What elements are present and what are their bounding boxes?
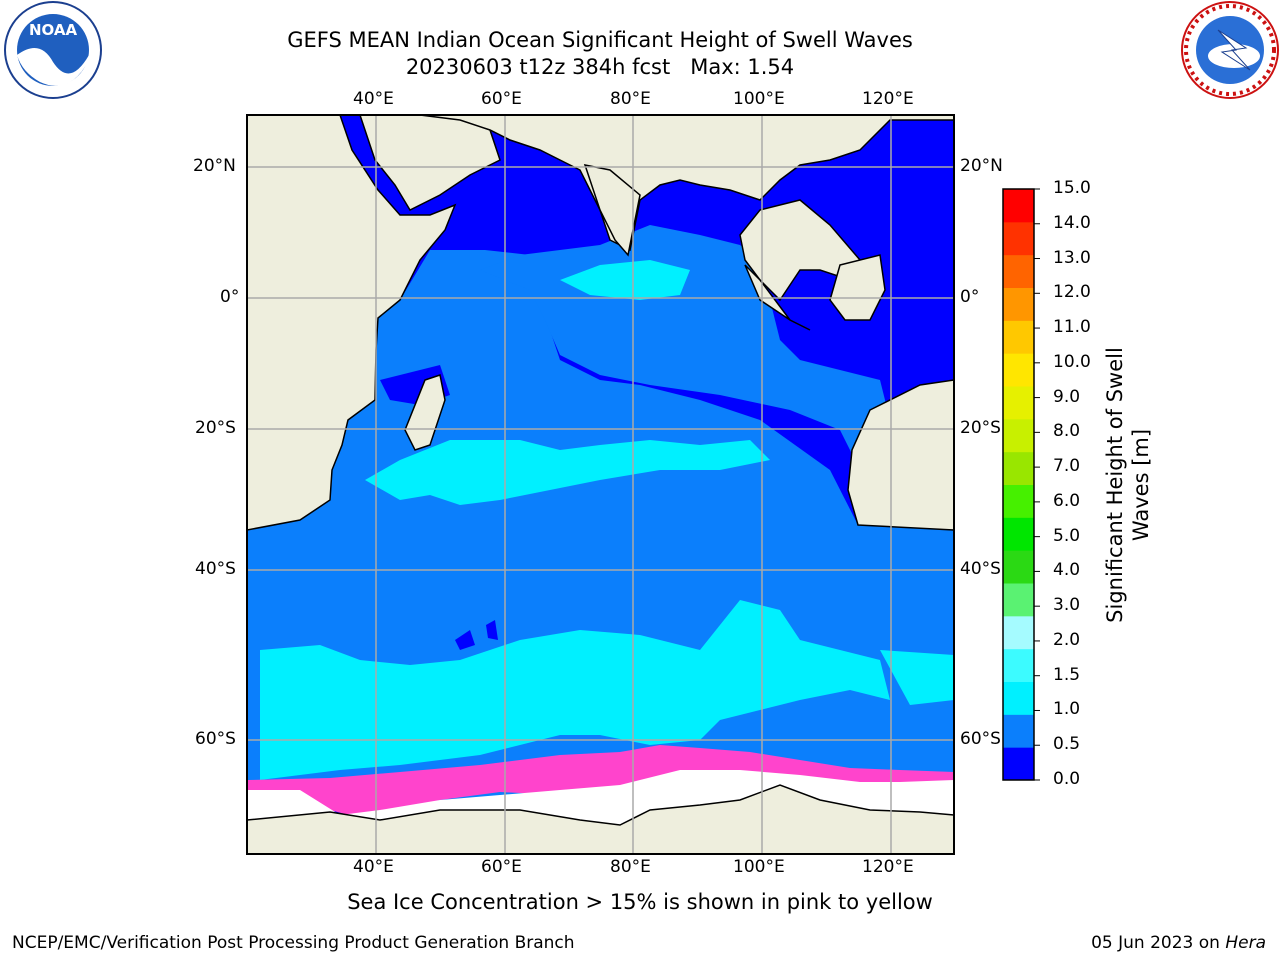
lat-tick-left: 20°S [195,418,236,438]
map-title: GEFS MEAN Indian Ocean Significant Heigh… [287,28,913,52]
lat-tick-right: 0° [960,287,980,307]
colorbar-label: Significant Height of Swell Waves [m] [1102,315,1154,655]
map-area [247,115,954,854]
colorbar-segment [1003,353,1034,387]
lon-tick-top: 80°E [610,89,651,109]
date-text: 05 Jun 2023 on Hera [1091,933,1266,953]
map-frame [246,114,955,855]
colorbar-tick-label: 11.0 [1053,317,1091,338]
lon-tick-top: 120°E [862,89,914,109]
colorbar-tick-label: 12.0 [1053,282,1091,303]
lon-tick-bottom: 80°E [610,857,651,877]
sea-ice-edge [248,745,954,818]
lon-tick-bottom: 40°E [353,857,394,877]
lat-tick-left: 40°S [195,559,236,579]
colorbar-segment [1003,517,1034,551]
lon-tick-bottom: 60°E [481,857,522,877]
credit-text: NCEP/EMC/Verification Post Processing Pr… [12,933,575,953]
lat-tick-right: 60°S [960,729,1001,749]
colorbar-segment [1003,254,1034,288]
indochina [739,199,861,302]
colorbar-segment [1003,386,1034,420]
colorbar-segment [1003,550,1034,584]
lat-tick-right: 20°N [960,156,1003,176]
colorbar-tick-label: 7.0 [1053,456,1081,477]
colorbar [1003,188,1040,781]
colorbar-frame [1002,188,1035,781]
colorbar-label-line1: Significant Height of Swell [1103,347,1127,623]
colorbar-segment [1003,714,1034,748]
lat-tick-left: 20°N [193,156,236,176]
high-swell-regions [260,440,954,780]
lon-tick-top: 40°E [353,89,394,109]
colorbar-tick-label: 9.0 [1053,386,1081,407]
date-value: 05 Jun 2023 on [1091,933,1220,953]
colorbar-tick-label: 1.5 [1053,664,1081,685]
colorbar-tick-label: 6.0 [1053,490,1081,511]
antarctica [247,784,954,854]
sumatra [744,264,811,331]
land-masses [247,115,954,854]
colorbar-segment [1003,583,1034,617]
lat-tick-right: 40°S [960,559,1001,579]
colorbar-tick-label: 14.0 [1053,212,1091,233]
colorbar-segment [1003,681,1034,715]
graticule [247,115,954,854]
india [583,164,641,257]
colorbar-segment [1003,320,1034,354]
colorbar-segment [1003,189,1034,223]
colorbar-tick-label: 1.0 [1053,699,1081,720]
map-caption: Sea Ice Concentration > 15% is shown in … [347,890,933,914]
colorbar-segment [1003,418,1034,453]
colorbar-label-line2: Waves [m] [1129,428,1153,542]
colorbar-tick-label: 10.0 [1053,351,1091,372]
borneo [829,254,886,321]
lon-tick-top: 100°E [733,89,785,109]
colorbar-tick-label: 13.0 [1053,247,1091,268]
colorbar-segment [1003,287,1034,321]
lat-tick-left: 0° [220,287,240,307]
africa [247,115,457,531]
lat-tick-left: 60°S [195,729,236,749]
australia [847,379,954,531]
colorbar-tick-label: 3.0 [1053,595,1081,616]
nws-logo [1181,1,1279,99]
lon-tick-bottom: 120°E [862,857,914,877]
lon-tick-top: 60°E [481,89,522,109]
noaa-logo: NOAA [4,1,102,99]
lat-tick-right: 20°S [960,418,1001,438]
colorbar-segment [1003,451,1034,485]
asia-mainland [419,115,954,252]
colorbar-tick-label: 0.0 [1053,769,1081,789]
colorbar-tick-label: 4.0 [1053,560,1081,581]
madagascar [404,374,446,451]
colorbar-segment [1003,648,1034,682]
colorbar-tick-label: 2.0 [1053,629,1081,650]
lon-tick-bottom: 100°E [733,857,785,877]
mid-swell-regions [480,225,890,470]
map-subtitle: 20230603 t12z 384h fcst Max: 1.54 [405,55,795,79]
colorbar-segment [1003,484,1034,518]
svg-text:NOAA: NOAA [29,21,78,39]
colorbar-segment [1003,747,1034,781]
colorbar-tick-label: 0.5 [1053,734,1081,755]
colorbar-segment [1003,615,1034,650]
colorbar-tick-label: 5.0 [1053,525,1081,546]
machine-name: Hera [1225,933,1266,953]
colorbar-tick-label: 15.0 [1053,178,1091,198]
colorbar-tick-label: 8.0 [1053,421,1081,442]
colorbar-segment [1003,221,1034,256]
